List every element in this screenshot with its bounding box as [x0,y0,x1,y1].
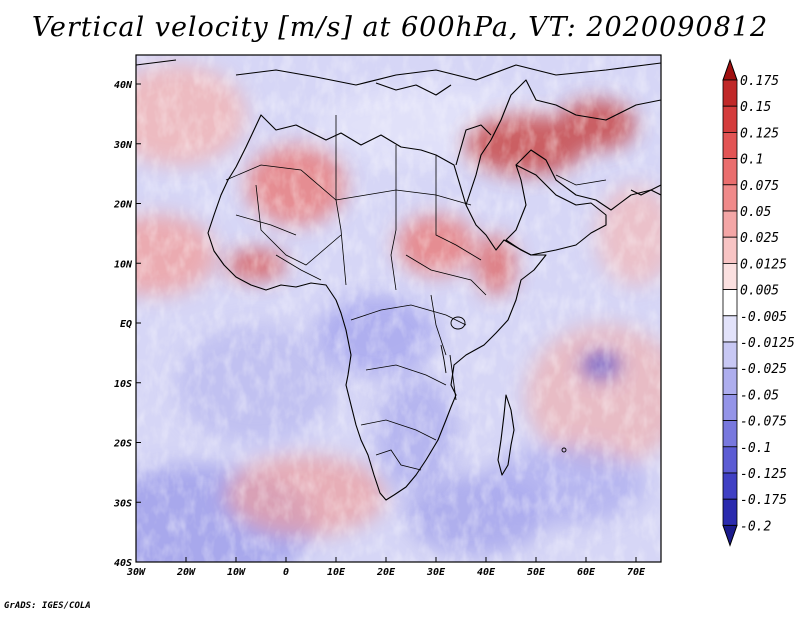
y-tick-label: 20N [113,200,133,211]
x-tick-label: 20W [176,567,196,578]
x-tick-label: 70E [627,567,646,578]
map-frame [135,54,662,563]
colorbar-swatch [722,420,738,448]
colorbar-swatch [722,341,738,369]
map-canvas: 30W 20W 10W 0 10E 20E 30E 40E 50E 60E 70E 40S 30S 20… [113,54,662,578]
footer-credit: GrADS: IGES/COLA [4,601,91,611]
colorbar-swatch [722,132,738,160]
chart-title: Vertical velocity [m/s] at 600hPa, VT: 2… [31,12,769,43]
y-tick-label: 30N [113,140,133,151]
y-tick-label: 40N [114,80,133,91]
y-tick-label: 10N [114,259,133,270]
colorbar-label: -0.2 [740,519,771,534]
colorbar-swatch [722,446,738,474]
colorbar-swatch [722,184,738,212]
colorbar-swatch [722,315,738,343]
colorbar-swatch [722,498,738,526]
y-axis: 40S 30S 20S 10S EQ 10N 20N 30N 40N [113,80,141,569]
lakes [440,316,567,453]
colorbar-swatch [722,236,738,264]
country-borders [225,115,607,471]
x-tick-label: 60E [577,567,596,578]
colorbar-label: 0.125 [740,126,779,141]
y-tick-label: 20S [113,439,132,450]
colorbar-swatch [722,210,738,238]
colorbar-label: 0.175 [740,74,779,89]
colorbar: 0.175 0.15 0.125 0.1 0.075 0.05 0.025 0.0125 0.0… [722,58,795,547]
colorbar-swatch [722,262,738,290]
colorbar-label: -0.0125 [740,336,795,351]
colorbar-min-arrow [722,524,738,547]
colorbar-swatch [722,367,738,395]
colorbar-label: 0.025 [740,231,779,246]
x-tick-label: 20E [376,567,396,578]
x-tick-label: 10E [327,567,346,578]
x-tick-label: 30W [126,567,146,578]
x-tick-label: 50E [527,567,546,578]
colorbar-label: 0.0125 [740,257,787,272]
x-tick-label: 30E [426,567,446,578]
colorbar-swatch [722,105,738,133]
x-tick-label: 0 [283,567,289,578]
colorbar-label: -0.05 [740,388,779,403]
x-tick-label: 10W [227,567,246,578]
colorbar-label: -0.1 [740,441,771,456]
coastlines [136,59,661,501]
colorbar-label: 0.1 [740,153,763,168]
colorbar-label: -0.175 [740,493,787,508]
colorbar-swatch [722,79,738,107]
y-tick-label: 30S [113,498,132,509]
colorbar-label: -0.075 [740,415,787,430]
colorbar-label: 0.05 [740,205,771,220]
map-panel: 30W 20W 10W 0 10E 20E 30E 40E 50E 60E 70E 40S 30S 20… [113,54,662,578]
y-tick-label: 40S [114,558,132,569]
y-tick-label: 10S [114,379,132,390]
x-tick-label: 40E [477,567,496,578]
x-axis: 30W 20W 10W 0 10E 20E 30E 40E 50E 60E 70E [126,557,646,578]
colorbar-swatch [722,472,738,500]
colorbar-label: 0.15 [740,100,771,115]
colorbar-label: -0.005 [740,310,787,325]
colorbar-label: -0.125 [740,467,787,482]
colorbar-swatch [722,289,738,317]
field-noise [136,55,661,562]
y-tick-label: EQ [120,319,132,330]
colorbar-label: 0.075 [740,179,779,194]
colorbar-label: 0.005 [740,284,779,299]
colorbar-label: -0.025 [740,362,787,377]
colorbar-swatch [722,158,738,186]
colorbar-max-arrow [722,58,738,81]
colorbar-swatch [722,393,738,421]
